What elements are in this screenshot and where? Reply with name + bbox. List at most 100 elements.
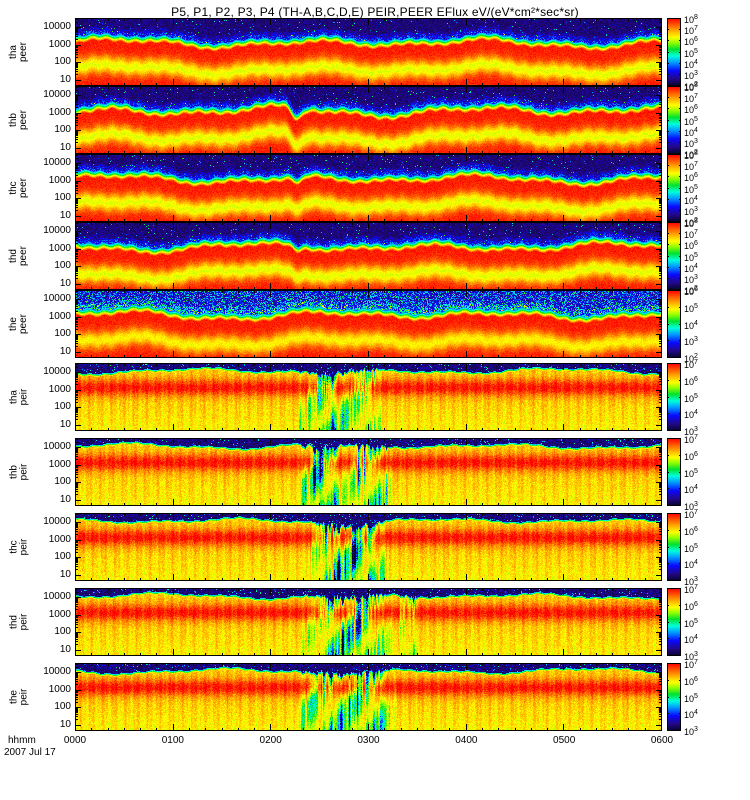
- x-tick-label: 0600: [650, 735, 674, 746]
- colorbar-label: 107: [684, 229, 698, 241]
- spectrogram-panel-thb-peer: thb peer 10000 1000 100 10 108 107 106 105 104 103 1…: [0, 82, 750, 160]
- y-tick-label: 10: [59, 345, 71, 357]
- y-tick-label: 1000: [48, 310, 71, 322]
- colorbar-label: 104: [684, 409, 698, 421]
- spectrogram-canvas-thd-peir: [75, 588, 662, 656]
- y-tick-label: 10: [59, 73, 71, 85]
- colorbar-label: 103: [684, 273, 698, 285]
- colorbar-label: 107: [684, 584, 698, 595]
- y-tick-label: 10: [59, 418, 71, 430]
- y-tick-label: 1000: [48, 608, 71, 620]
- x-tick-label: 0200: [259, 735, 282, 746]
- colorbar-label: 102: [684, 81, 698, 92]
- y-tick-label: 100: [54, 401, 71, 413]
- colorbar-thb-peer: [667, 86, 681, 154]
- spectrogram-canvas-the-peir: [75, 663, 662, 731]
- y-tick-label: 10000: [43, 293, 71, 305]
- colorbar-label: 106: [684, 172, 698, 184]
- colorbar-label: 108: [684, 82, 698, 93]
- colorbar-label: 107: [684, 359, 698, 370]
- y-tick-label: 10000: [43, 516, 71, 528]
- date-label: 2007 Jul 17: [4, 747, 56, 758]
- colorbar-label: 106: [684, 240, 698, 252]
- colorbar-label: 104: [684, 559, 698, 571]
- y-tick-label: 100: [54, 124, 71, 136]
- y-tick-label: 10000: [43, 591, 71, 603]
- colorbar-label: 106: [684, 450, 698, 462]
- y-tick-label: 1000: [48, 38, 71, 50]
- colorbar-label: 106: [684, 675, 698, 687]
- colorbar-label: 105: [684, 251, 698, 263]
- y-tick-label: 10: [59, 643, 71, 655]
- colorbar-thc-peir: [667, 513, 681, 581]
- colorbar-label: 103: [684, 336, 698, 348]
- y-tick-label: 100: [54, 192, 71, 204]
- colorbar-label: 106: [684, 286, 698, 297]
- colorbar-label: 105: [684, 115, 698, 127]
- y-tick-label: 10000: [43, 89, 71, 101]
- x-tick-label: 0000: [63, 735, 87, 746]
- colorbar-thb-peir: [667, 438, 681, 506]
- colorbar-label: 108: [684, 218, 698, 229]
- spectrogram-canvas-thb-peir: [75, 438, 662, 506]
- spectrogram-panel-thc-peir: thc peir 10000 1000 100 10 107 106 105 104 103: [0, 509, 750, 587]
- y-tick-label: 100: [54, 260, 71, 272]
- spectrogram-canvas-thc-peir: [75, 513, 662, 581]
- colorbar-label: 105: [684, 302, 698, 314]
- y-tick-label: 10: [59, 277, 71, 289]
- colorbar-label: 106: [684, 375, 698, 387]
- colorbar-label: 105: [684, 542, 698, 554]
- spectrogram-canvas-tha-peer: [75, 18, 662, 86]
- colorbar-label: 103: [684, 137, 698, 149]
- y-tick-label: 10000: [43, 441, 71, 453]
- x-tick-label: 0400: [455, 735, 478, 746]
- y-tick-label: 100: [54, 701, 71, 713]
- y-tick-label: 1000: [48, 458, 71, 470]
- colorbar-label: 104: [684, 634, 698, 646]
- colorbar-thc-peer: [667, 154, 681, 222]
- colorbar-label: 103: [684, 69, 698, 81]
- colorbar-label: 107: [684, 161, 698, 173]
- y-tick-label: 100: [54, 476, 71, 488]
- colorbar-label: 107: [684, 434, 698, 445]
- y-tick-label: 1000: [48, 242, 71, 254]
- spectrogram-panel-tha-peir: tha peir 10000 1000 100 10 107 106 105 104 103: [0, 359, 750, 437]
- y-tick-label: 100: [54, 551, 71, 563]
- colorbar-tha-peer: [667, 18, 681, 86]
- spectrogram-panel-thd-peir: thd peir 10000 1000 100 10 107 106 105 104 103: [0, 584, 750, 662]
- colorbar-label: 104: [684, 709, 698, 721]
- colorbar-label: 105: [684, 47, 698, 59]
- colorbar-label: 104: [684, 194, 698, 206]
- y-tick-label: 1000: [48, 383, 71, 395]
- y-tick-label: 10: [59, 141, 71, 153]
- colorbar-label: 104: [684, 484, 698, 496]
- x-axis-label: hhmm: [8, 735, 36, 746]
- colorbar-label: 106: [684, 104, 698, 116]
- colorbar-the-peir: [667, 663, 681, 731]
- spectrogram-canvas-thc-peer: [75, 154, 662, 222]
- colorbar-label: 107: [684, 25, 698, 37]
- colorbar-label: 105: [684, 617, 698, 629]
- colorbar-label: 106: [684, 600, 698, 612]
- colorbar-label: 102: [684, 285, 698, 296]
- plot-title: P5, P1, P2, P3, P4 (TH-A,B,C,D,E) PEIR,P…: [171, 5, 579, 19]
- y-tick-label: 10000: [43, 21, 71, 33]
- y-tick-label: 1000: [48, 174, 71, 186]
- colorbar-tha-peir: [667, 363, 681, 431]
- colorbar-label: 102: [684, 217, 698, 228]
- colorbar-label: 105: [684, 692, 698, 704]
- x-tick-label: 0300: [357, 735, 380, 746]
- y-tick-label: 10: [59, 718, 71, 730]
- y-tick-label: 10: [59, 568, 71, 580]
- colorbar-label: 104: [684, 319, 698, 331]
- spectrogram-canvas-thd-peer: [75, 222, 662, 290]
- y-tick-label: 10: [59, 493, 71, 505]
- spectrogram-panel-the-peir: the peir 10000 1000 100 10 107 106 105 104 103: [0, 659, 750, 737]
- colorbar-label: 103: [684, 651, 698, 662]
- y-tick-label: 1000: [48, 683, 71, 695]
- colorbar-label: 103: [684, 501, 698, 512]
- spectrogram-panel-thb-peir: thb peir 10000 1000 100 10 107 106 105 104 103: [0, 434, 750, 512]
- colorbar-label: 103: [684, 726, 698, 737]
- y-tick-label: 1000: [48, 533, 71, 545]
